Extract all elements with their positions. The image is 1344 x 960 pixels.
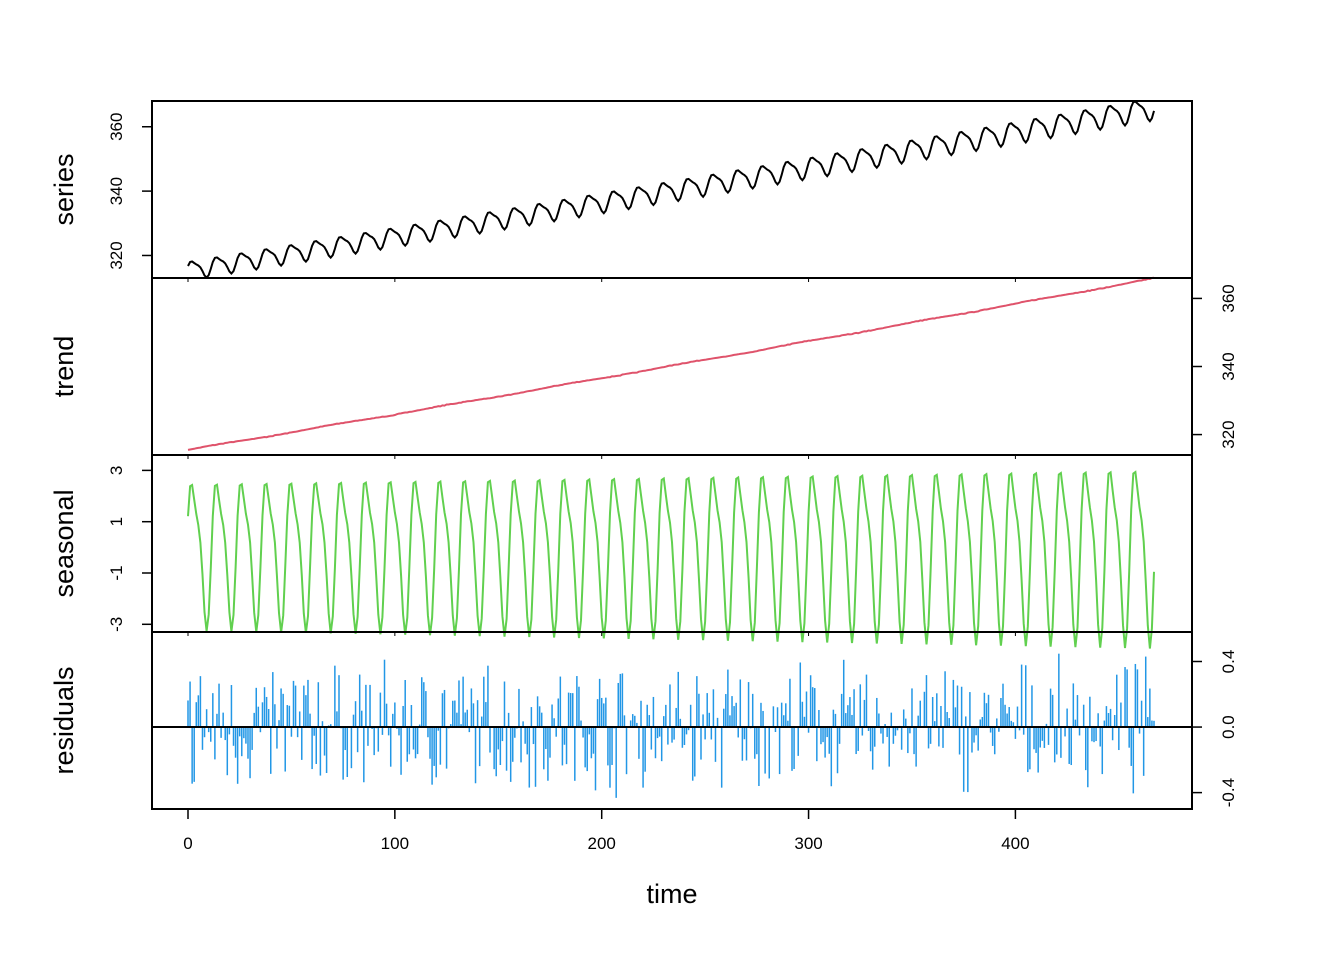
y-tick-label: 3 <box>107 466 126 475</box>
y-tick-label: 340 <box>1219 352 1238 380</box>
panel-series: 320 340 360 series <box>49 100 1193 282</box>
y-tick-label: 1 <box>107 517 126 526</box>
y-tick-label: 360 <box>107 113 126 141</box>
panel-residuals: -0.4 0.0 0.4 residuals <box>49 631 1238 813</box>
panels: 320 340 360 series 320 340 360 trend -3 -1 1 3 seaso… <box>49 100 1238 813</box>
x-axis-label: time <box>646 879 697 909</box>
panel-seasonal: -3 -1 1 3 seasonal <box>49 454 1193 649</box>
x-tick-label: 400 <box>1001 834 1029 853</box>
y-tick-label: 320 <box>107 241 126 269</box>
panel-label-residuals: residuals <box>49 666 79 774</box>
seasonal-line <box>187 470 1155 649</box>
panel-label-seasonal: seasonal <box>49 489 79 597</box>
x-tick-label: 0 <box>183 834 192 853</box>
x-tick-label: 300 <box>794 834 822 853</box>
y-tick-label: 0.0 <box>1219 715 1238 739</box>
trend-line <box>187 276 1155 451</box>
panel-label-series: series <box>49 153 79 225</box>
x-tick-label: 200 <box>588 834 616 853</box>
x-axis: 0 100 200 300 400 <box>183 809 1030 853</box>
series-line <box>187 100 1155 279</box>
y-tick-label: 320 <box>1219 420 1238 448</box>
x-tick-label: 100 <box>381 834 409 853</box>
panel-label-trend: trend <box>49 336 79 398</box>
y-tick-label: 360 <box>1219 284 1238 312</box>
y-tick-label: -1 <box>107 565 126 580</box>
y-tick-label: 0.4 <box>1219 650 1238 674</box>
y-tick-label: -0.4 <box>1219 778 1238 807</box>
y-tick-label: -3 <box>107 617 126 632</box>
panel-frame <box>151 631 1193 810</box>
panel-trend: 320 340 360 trend <box>49 276 1238 459</box>
y-tick-label: 340 <box>107 177 126 205</box>
